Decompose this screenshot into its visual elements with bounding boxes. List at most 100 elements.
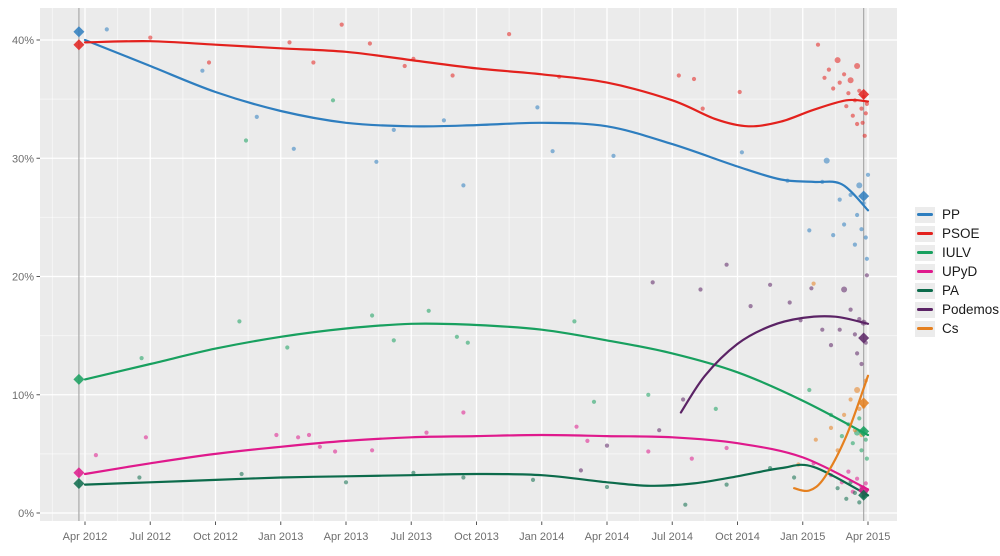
poll-point-pp xyxy=(200,68,205,73)
poll-point-psoe xyxy=(859,106,864,111)
poll-points-podemos xyxy=(578,262,870,473)
election-result-cs xyxy=(858,397,870,409)
poll-point-pa xyxy=(343,480,349,485)
poll-point-pp xyxy=(863,235,868,240)
election-result-pp xyxy=(858,190,870,202)
poll-point-podemos xyxy=(748,304,753,309)
poll-point-iulv xyxy=(807,387,812,393)
trend-line-podemos xyxy=(679,315,870,414)
poll-point-cs xyxy=(813,437,818,442)
legend-item-upyd: UPyD xyxy=(915,262,999,281)
poll-point-pa xyxy=(530,477,536,482)
poll-point-pp xyxy=(535,105,540,110)
poll-point-psoe xyxy=(844,104,849,109)
poll-point-podemos xyxy=(768,282,773,287)
legend-item-iulv: IULV xyxy=(915,243,999,262)
poll-point-pp xyxy=(831,233,836,238)
trend-line-cs xyxy=(793,374,870,493)
poll-point-upyd xyxy=(689,456,694,461)
poll-point-podemos xyxy=(864,273,870,278)
poll-point-iulv xyxy=(454,334,459,339)
legend-item-podemos: Podemos xyxy=(915,300,999,319)
trend-line-swatch xyxy=(917,251,933,254)
poll-point-pp xyxy=(291,146,296,151)
poll-point-podemos xyxy=(828,343,834,348)
poll-point-psoe xyxy=(863,111,868,116)
trend-line-swatch xyxy=(917,213,933,216)
poll-point-psoe xyxy=(862,133,867,138)
poll-point-iulv xyxy=(591,399,597,404)
poll-point-pa xyxy=(835,486,840,491)
legend-key-upyd xyxy=(915,263,935,280)
poll-point-cs xyxy=(828,425,834,430)
poll-point-iulv xyxy=(370,313,375,318)
poll-point-psoe xyxy=(850,113,855,118)
trend-line-swatch xyxy=(917,270,933,273)
poll-point-pa xyxy=(411,470,416,475)
poll-point-psoe xyxy=(855,121,860,127)
poll-point-pa xyxy=(857,500,862,505)
poll-point-psoe xyxy=(402,63,407,69)
x-axis-label: Jul 2014 xyxy=(651,531,693,543)
trend-line-swatch xyxy=(917,327,933,330)
poll-point-pp xyxy=(852,242,858,247)
y-axis-label: 40% xyxy=(12,35,34,47)
poll-point-pa xyxy=(724,482,729,487)
y-axis-label: 10% xyxy=(12,390,34,402)
x-axis-label: Oct 2013 xyxy=(454,531,499,543)
poll-point-psoe xyxy=(815,42,821,47)
poll-point-podemos xyxy=(809,286,814,291)
poll-point-psoe xyxy=(857,88,862,93)
x-axis-label: Oct 2014 xyxy=(715,531,760,543)
poll-point-psoe xyxy=(854,63,861,69)
poll-point-pp xyxy=(842,222,847,227)
poll-point-podemos xyxy=(724,262,729,267)
poll-point-psoe xyxy=(700,106,705,111)
poll-point-pa xyxy=(844,496,849,501)
poll-point-psoe xyxy=(842,72,847,77)
trend-line-swatch xyxy=(917,232,933,235)
plot-layer xyxy=(73,8,871,521)
poll-point-iulv xyxy=(285,345,290,350)
poll-point-podemos xyxy=(859,361,864,367)
poll-point-podemos xyxy=(698,287,703,292)
poll-point-iulv xyxy=(572,319,577,324)
election-result-pp xyxy=(73,26,85,38)
legend-key-pp xyxy=(915,206,935,223)
x-axis-label: Jan 2013 xyxy=(258,531,303,543)
legend-key-iulv xyxy=(915,244,935,261)
poll-point-iulv xyxy=(713,406,718,411)
poll-point-pp xyxy=(855,212,860,218)
poll-point-psoe xyxy=(450,73,455,78)
poll-point-psoe xyxy=(826,67,832,72)
legend-label: PA xyxy=(942,282,960,298)
poll-point-iulv xyxy=(859,448,864,453)
poll-point-upyd xyxy=(855,476,860,481)
poll-point-iulv xyxy=(646,392,651,397)
poll-point-pa xyxy=(792,475,797,480)
poll-point-pp xyxy=(441,118,446,123)
poll-point-upyd xyxy=(317,444,322,449)
legend-item-pp: PP xyxy=(915,205,999,224)
poll-point-iulv xyxy=(243,138,249,143)
poll-point-podemos xyxy=(855,351,860,356)
poll-point-podemos xyxy=(578,468,584,473)
poll-point-upyd xyxy=(143,435,148,440)
legend-label: Podemos xyxy=(942,301,1000,317)
trend-line-psoe xyxy=(83,40,870,128)
legend-label: PSOE xyxy=(942,225,980,241)
poll-point-psoe xyxy=(822,75,827,80)
election-result-psoe xyxy=(73,39,85,51)
poll-point-upyd xyxy=(93,453,98,458)
poll-point-psoe xyxy=(287,40,292,45)
election-result-iulv xyxy=(858,425,870,437)
poll-point-psoe xyxy=(860,120,865,125)
legend-key-podemos xyxy=(915,301,935,318)
poll-point-pp xyxy=(856,182,863,189)
legend-label: IULV xyxy=(942,244,972,260)
election-result-podemos xyxy=(858,332,870,344)
poll-point-upyd xyxy=(296,435,301,440)
poll-point-podemos xyxy=(837,327,842,332)
poll-point-iulv xyxy=(839,434,845,439)
